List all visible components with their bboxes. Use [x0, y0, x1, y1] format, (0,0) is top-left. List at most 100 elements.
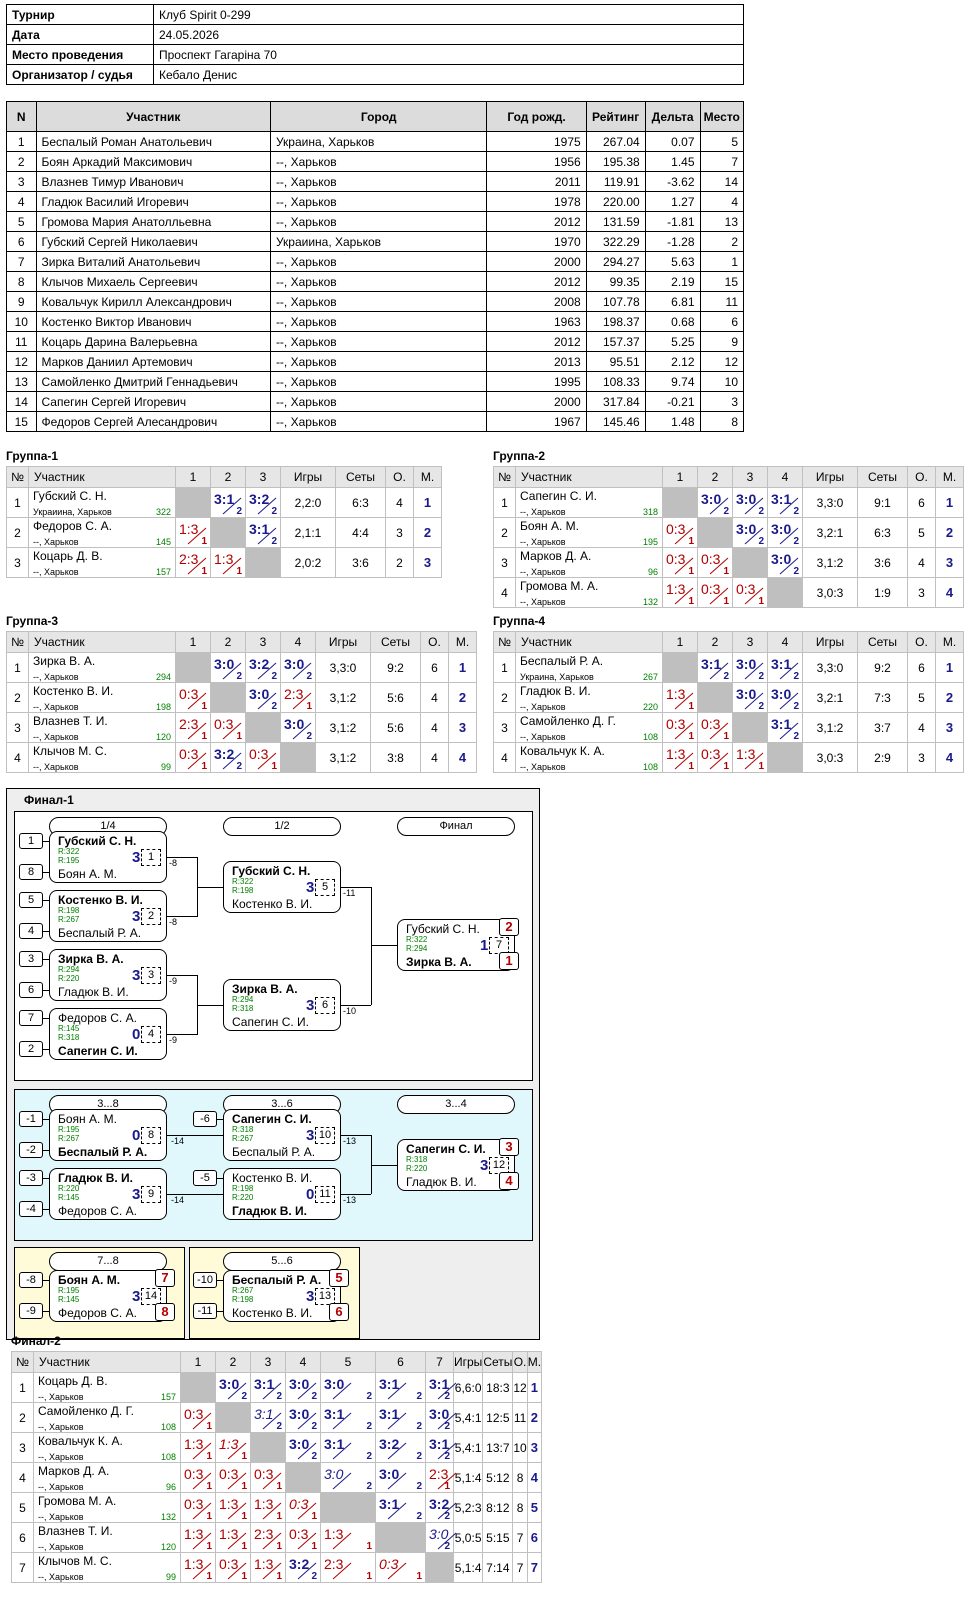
- player-cell: 12: [699, 351, 745, 372]
- participant-rating: 132: [160, 1512, 176, 1522]
- match-points: 2: [793, 701, 799, 712]
- result-cell: [210, 517, 246, 548]
- result-cell: 3:0 2: [210, 652, 246, 683]
- group-header: О.: [385, 466, 414, 488]
- player-cell: 2.19: [644, 271, 701, 292]
- slash-mark: [779, 497, 799, 515]
- seed-box: 8: [19, 864, 43, 880]
- match-player-2: Костенко В. И.: [232, 1306, 313, 1320]
- slash-mark: [192, 1502, 212, 1520]
- result-cell: [245, 547, 281, 578]
- slash-mark: [192, 1442, 212, 1460]
- bracket-line: [371, 1135, 372, 1194]
- match-rating-1: R:198: [58, 906, 80, 915]
- match-points: 2: [758, 671, 764, 682]
- participant-city: --, Харьков: [38, 1512, 84, 1522]
- result-cell: 1:3 1: [662, 742, 698, 773]
- match-points: 2: [236, 506, 242, 517]
- row-number: 1: [11, 1372, 34, 1403]
- match-rating-2: R:318: [58, 1033, 80, 1042]
- player-cell: Костенко Виктор Иванович: [35, 311, 271, 332]
- match-points: 2: [416, 1451, 422, 1462]
- result-cell: [320, 1492, 376, 1523]
- row-number: 2: [493, 517, 516, 548]
- slash-mark: [437, 1412, 457, 1430]
- match-player-2: Беспалый Р. А.: [58, 1145, 148, 1159]
- match-score: 3:0: [289, 1436, 310, 1452]
- participant-name: Сапегин С. И.: [520, 489, 597, 503]
- group-header-col: 5: [320, 1351, 376, 1373]
- info-row: Место проведения Проспект Гагаріна 70: [6, 44, 744, 65]
- group-header: М.: [448, 631, 477, 653]
- place-cell: 3: [448, 712, 477, 743]
- match-player-1: Губский С. Н.: [58, 834, 137, 848]
- match-score: 3:1: [379, 1496, 400, 1512]
- result-cell: [697, 682, 733, 713]
- match-score: 3:0: [429, 1526, 449, 1542]
- points-cell: 7: [512, 1522, 528, 1553]
- match-points: 2: [793, 506, 799, 517]
- match-rating-1: R:267: [232, 1286, 254, 1295]
- participant-rating: 108: [642, 732, 658, 742]
- result-cell: 0:3 1: [697, 712, 733, 743]
- result-cell: 0:3 1: [285, 1492, 321, 1523]
- player-cell: Беспалый Роман Анатольевич: [35, 131, 271, 152]
- player-cell: Зирка Виталий Анатольевич: [35, 251, 271, 272]
- participant-name: Гладюк В. И.: [520, 684, 591, 698]
- bracket-line: [43, 1119, 49, 1120]
- result-cell: 3:1 2: [425, 1372, 457, 1403]
- match-points: 1: [723, 731, 729, 742]
- match-points: 1: [241, 1541, 247, 1552]
- slash-mark: [709, 587, 729, 605]
- sets-cell: 5:15: [482, 1522, 514, 1553]
- slash-mark: [674, 692, 694, 710]
- place-box: 8: [155, 1303, 175, 1321]
- player-cell: Марков Даниил Артемович: [35, 351, 271, 372]
- place-cell: 2: [448, 682, 477, 713]
- place-cell: 3: [935, 712, 964, 743]
- result-cell: 0:3 1: [210, 712, 246, 743]
- group-header: М.: [935, 631, 964, 653]
- match-score: 3:0: [379, 1466, 400, 1482]
- group-header: О.: [907, 466, 936, 488]
- participant-city: --, Харьков: [520, 567, 566, 577]
- slash-mark: [192, 1412, 212, 1430]
- match-score: 0:3: [219, 1556, 239, 1572]
- match-rating-2: R:220: [406, 1164, 428, 1173]
- group-header-col: 2: [697, 631, 733, 653]
- result-cell: 3:0 2: [732, 682, 768, 713]
- player-cell: 195.38: [585, 151, 646, 172]
- row-number: 6: [11, 1522, 34, 1553]
- sets-cell: 13:7: [482, 1432, 514, 1463]
- result-cell: 1:3 1: [210, 547, 246, 578]
- participant-city: --, Харьков: [38, 1482, 84, 1492]
- match-score: 0:3: [289, 1496, 309, 1512]
- match-score: 3:0: [736, 521, 757, 537]
- match-points: 1: [241, 1571, 247, 1582]
- match-points: 2: [444, 1511, 450, 1522]
- match-score: 3:1: [249, 521, 270, 537]
- slash-mark: [387, 1502, 407, 1520]
- group-header-col: 4: [285, 1351, 321, 1373]
- player-row: 9 Ковальчук Кирилл Александрович --, Харьк…: [6, 291, 745, 312]
- loser-label: -9: [169, 1035, 178, 1045]
- match-score: 1:3: [184, 1526, 204, 1542]
- result-cell: [425, 1552, 454, 1583]
- slash-mark: [297, 1532, 317, 1550]
- player-cell: 2012: [486, 271, 587, 292]
- group-header-row: № Участник 1 2 3 4 Игры Сеты О. М.: [493, 466, 964, 488]
- group-table: № Участник 1 2 3 Игры Сеты О. М. 1 Губский С. Н. Ук…: [6, 466, 442, 578]
- participants-table: N Участник Город Год рожд. Рейтинг Дельта Мест…: [6, 101, 745, 432]
- player-row: 3 Влазнев Тимур Иванович --, Харьков 2011 11…: [6, 171, 745, 192]
- match-points: 2: [444, 1541, 450, 1552]
- sets-cell: 18:3: [482, 1372, 514, 1403]
- match-player-2: Сапегин С. И.: [58, 1044, 138, 1058]
- match-points: 1: [236, 731, 242, 742]
- match-score: 2:3: [324, 1556, 344, 1572]
- player-cell: 1978: [486, 191, 587, 212]
- player-cell: 95.51: [585, 351, 646, 372]
- match-number: 3: [141, 967, 161, 984]
- player-cell: 2000: [486, 251, 587, 272]
- participant-cell: Федоров С. А. --, Харьков 145: [28, 517, 176, 548]
- player-row: 8 Клычов Михаель Сергеевич --, Харьков 2012…: [6, 271, 745, 292]
